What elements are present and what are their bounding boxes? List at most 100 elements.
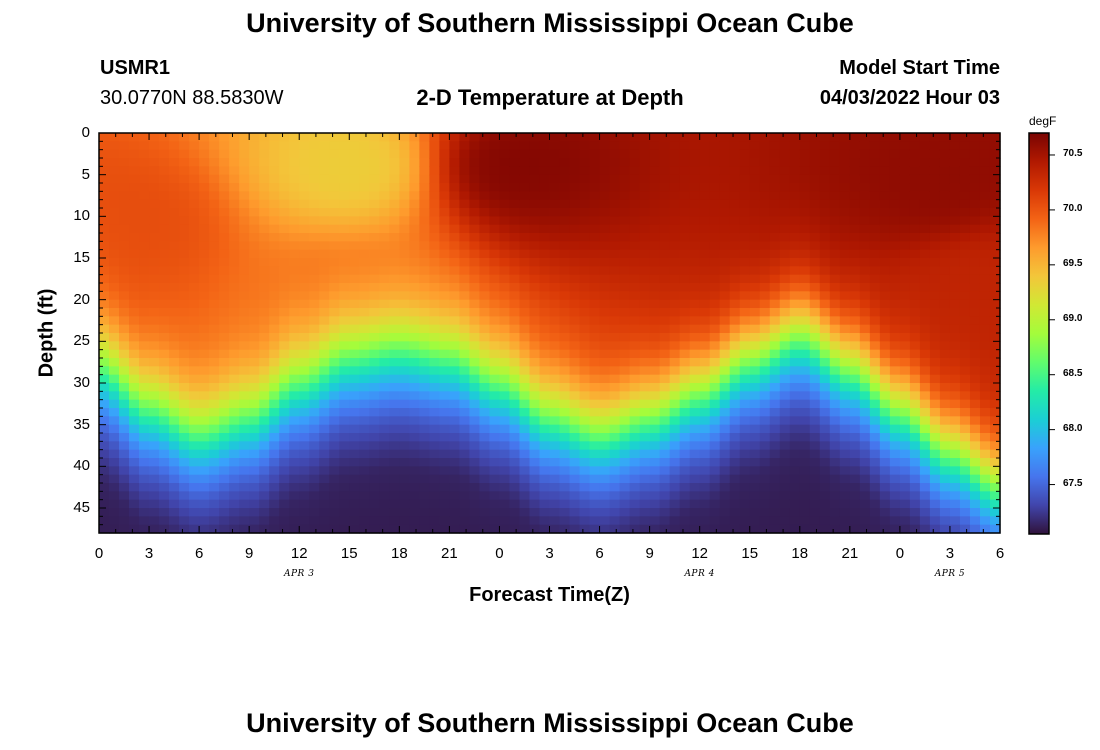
heatmap-cell — [909, 366, 921, 376]
heatmap-cell — [229, 149, 240, 159]
heatmap-cell — [199, 391, 210, 401]
heatmap-cell — [309, 258, 320, 267]
heatmap-cell — [169, 174, 180, 184]
heatmap-cell — [459, 233, 471, 242]
heatmap-cell — [219, 483, 230, 492]
heatmap-cell — [439, 208, 450, 217]
heatmap-cell — [249, 224, 260, 234]
heatmap-cell — [659, 199, 671, 209]
heatmap-cell — [409, 274, 420, 284]
heatmap-cell — [109, 408, 120, 417]
heatmap-cell — [699, 366, 711, 376]
heatmap-cell — [409, 433, 420, 442]
heatmap-cell — [329, 358, 340, 367]
heatmap-cell — [919, 424, 931, 434]
heatmap-cell — [109, 391, 120, 401]
heatmap-cell — [919, 508, 931, 517]
heatmap-cell — [239, 174, 250, 184]
heatmap-cell — [289, 158, 300, 167]
heatmap-cell — [209, 424, 220, 434]
heatmap-cell — [409, 349, 420, 359]
heatmap-cell — [779, 516, 791, 526]
heatmap-cell — [169, 208, 180, 217]
heatmap-cell — [309, 291, 320, 301]
heatmap-cell — [589, 291, 601, 301]
heatmap-cell — [389, 291, 400, 301]
heatmap-cell — [729, 166, 741, 176]
heatmap-cell — [219, 491, 230, 501]
heatmap-cell — [529, 441, 541, 451]
heatmap-cell — [199, 316, 210, 326]
heatmap-cell — [129, 324, 140, 334]
heatmap-cell — [379, 283, 390, 292]
heatmap-cell — [399, 249, 410, 259]
heatmap-cell — [769, 516, 781, 526]
heatmap-cell — [299, 383, 310, 392]
heatmap-cell — [869, 241, 881, 251]
heatmap-cell — [179, 249, 190, 259]
heatmap-cell — [299, 308, 310, 317]
heatmap-cell — [739, 224, 751, 234]
heatmap-cell — [839, 283, 851, 292]
heatmap-cell — [639, 366, 651, 376]
heatmap-cell — [689, 183, 701, 192]
heatmap-cell — [659, 358, 671, 367]
heatmap-cell — [719, 316, 731, 326]
heatmap-cell — [669, 333, 681, 342]
heatmap-cell — [179, 341, 190, 351]
heatmap-cell — [459, 158, 471, 167]
heatmap-cell — [509, 466, 521, 476]
heatmap-cell — [859, 341, 871, 351]
heatmap-cell — [869, 349, 881, 359]
heatmap-cell — [569, 508, 581, 517]
heatmap-cell — [949, 224, 961, 234]
heatmap-cell — [389, 174, 400, 184]
heatmap-cell — [209, 208, 220, 217]
heatmap-cell — [709, 424, 721, 434]
heatmap-cell — [379, 491, 390, 501]
heatmap-cell — [209, 408, 220, 417]
heatmap-cell — [419, 174, 430, 184]
heatmap-cell — [779, 508, 791, 517]
heatmap-cell — [289, 133, 300, 142]
heatmap-cell — [899, 483, 911, 492]
heatmap-cell — [819, 249, 831, 259]
heatmap-cell — [939, 158, 951, 167]
heatmap-cell — [429, 291, 440, 301]
heatmap-cell — [559, 224, 571, 234]
heatmap-cell — [419, 224, 430, 234]
heatmap-cell — [119, 524, 130, 534]
heatmap-cell — [919, 216, 931, 226]
heatmap-cell — [409, 166, 420, 176]
heatmap-cell — [279, 466, 290, 476]
heatmap-cell — [479, 199, 491, 209]
heatmap-cell — [959, 474, 971, 484]
heatmap-cell — [429, 499, 440, 509]
heatmap-cell — [319, 491, 330, 501]
heatmap-cell — [179, 491, 190, 501]
heatmap-cell — [569, 274, 581, 284]
heatmap-cell — [989, 524, 1001, 534]
heatmap-cell — [589, 358, 601, 367]
heatmap-cell — [949, 366, 961, 376]
heatmap-cell — [119, 483, 130, 492]
heatmap-cell — [339, 266, 350, 276]
heatmap-cell — [379, 458, 390, 467]
heatmap-cell — [289, 358, 300, 367]
heatmap-cell — [789, 324, 801, 334]
heatmap-cell — [539, 299, 551, 309]
heatmap-cell — [499, 308, 511, 317]
heatmap-cell — [559, 499, 571, 509]
heatmap-cell — [409, 266, 420, 276]
heatmap-cell — [689, 466, 701, 476]
heatmap-cell — [509, 241, 521, 251]
heatmap-cell — [329, 241, 340, 251]
heatmap-cell — [819, 449, 831, 459]
heatmap-cell — [869, 208, 881, 217]
heatmap-cell — [409, 424, 420, 434]
heatmap-cell — [369, 183, 380, 192]
heatmap-cell — [399, 466, 410, 476]
heatmap-cell — [719, 199, 731, 209]
heatmap-cell — [599, 458, 611, 467]
heatmap-cell — [289, 374, 300, 384]
